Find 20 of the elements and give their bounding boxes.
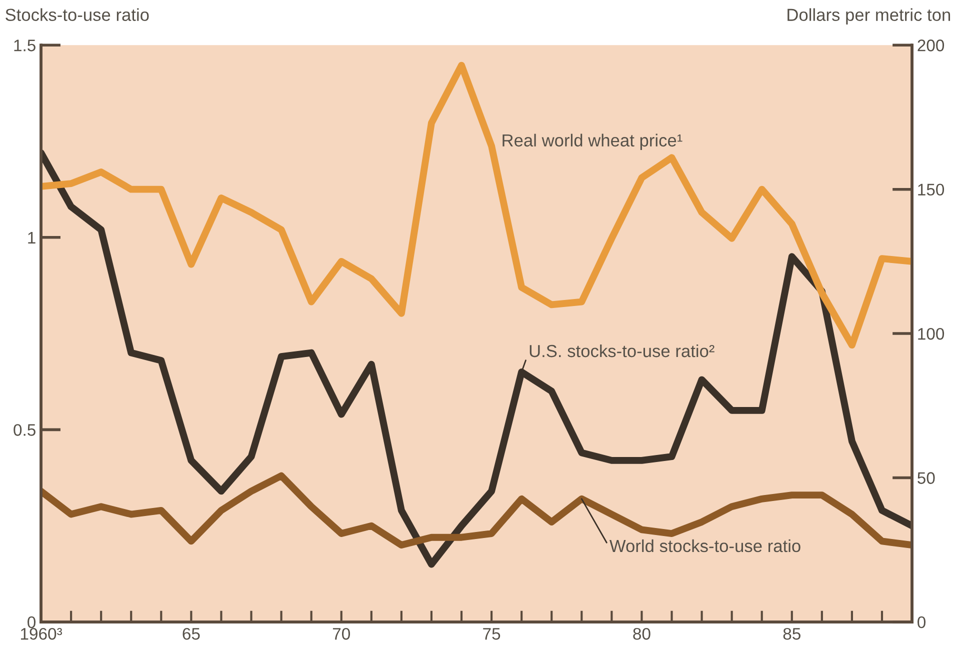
series-label: World stocks-to-use ratio bbox=[610, 539, 800, 552]
x-tick-label: 75 bbox=[483, 628, 500, 640]
y-tick-label: 1.5 bbox=[14, 40, 36, 52]
x-tick-label: 85 bbox=[783, 628, 800, 640]
series-label: Real world wheat price¹ bbox=[502, 134, 682, 150]
y-tick-label: 0.5 bbox=[14, 424, 36, 436]
y2-tick-label: 200 bbox=[918, 40, 944, 52]
x-tick-label: 80 bbox=[633, 628, 650, 640]
y2-tick-label: 50 bbox=[918, 472, 935, 484]
y2-tick-label: 150 bbox=[918, 184, 944, 196]
y-tick-label: 0 bbox=[28, 616, 36, 628]
y2-axis-title: Dollars per metric ton bbox=[788, 8, 950, 24]
x-tick-label: 70 bbox=[332, 628, 350, 640]
y2-tick-label: 0 bbox=[918, 616, 926, 628]
series-label: U.S. stocks-to-use ratio² bbox=[530, 344, 714, 358]
y-tick-label: 1 bbox=[28, 232, 36, 244]
y2-tick-label: 100 bbox=[918, 328, 944, 340]
x-tick-label: 65 bbox=[182, 628, 200, 640]
x-tick-label: 1960³ bbox=[20, 628, 62, 640]
y-axis-title: Stocks-to-use ratio bbox=[6, 8, 149, 22]
